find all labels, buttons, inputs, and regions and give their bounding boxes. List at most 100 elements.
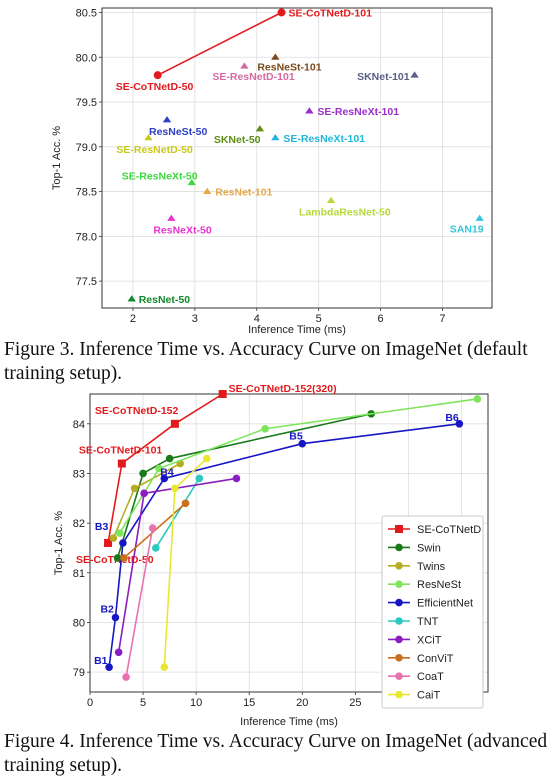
series-point: [119, 539, 127, 547]
point-label: B2: [100, 604, 114, 616]
series-line: [119, 398, 478, 534]
series-point: [155, 464, 163, 473]
series-point: [104, 539, 113, 547]
y-tick-label: 78.0: [76, 231, 97, 243]
series-point: [160, 474, 169, 483]
series-point: [232, 474, 241, 483]
model-point: [475, 214, 484, 221]
legend-label: SE-CoTNetD: [417, 524, 481, 536]
series-point: [113, 554, 122, 562]
series-point: [120, 554, 128, 562]
y-tick-label: 80.0: [76, 52, 97, 64]
point-label: SE-ResNetD-101: [212, 71, 294, 83]
model-point: [240, 62, 249, 69]
model-point: [144, 134, 153, 141]
model-point: [187, 178, 196, 186]
series-point: [140, 489, 148, 498]
series-point: [170, 419, 179, 428]
point-label: SKNet-101: [357, 71, 410, 83]
x-tick-label: 20: [296, 697, 308, 709]
legend-marker: [395, 635, 403, 644]
series-point: [115, 529, 124, 537]
model-point: [255, 125, 265, 132]
figure-3-caption: Figure 3. Inference Time vs. Accuracy Cu…: [4, 339, 528, 384]
series-point: [195, 474, 204, 483]
series-point: [111, 613, 120, 622]
model-point: [162, 116, 172, 123]
series-line: [108, 423, 460, 668]
model-point: [271, 134, 280, 141]
series-point: [148, 524, 157, 532]
legend-label: Swin: [417, 542, 441, 554]
y-tick-label: 79.0: [76, 142, 97, 154]
point-label: ResNet-50: [139, 294, 191, 306]
x-axis-label: Inference Time (ms): [248, 324, 346, 336]
point-label: B6: [445, 412, 459, 424]
point-label: SE-ResNeXt-101: [283, 133, 365, 145]
x-tick-label: 15: [243, 697, 255, 709]
series-point: [109, 534, 118, 542]
legend-marker: [395, 654, 403, 662]
legend-marker: [395, 617, 403, 625]
legend-marker: [395, 598, 403, 607]
point-label: B4: [160, 466, 174, 478]
figure-4-caption: Figure 4. Inference Time vs. Accuracy Cu…: [4, 731, 548, 776]
series-point: [130, 484, 139, 493]
y-tick-label: 81: [73, 568, 85, 580]
series-point: [298, 439, 307, 448]
model-point: [410, 71, 419, 78]
y-tick-label: 79.5: [76, 97, 97, 109]
series-point: [218, 390, 227, 398]
y-tick-label: 79: [73, 667, 85, 679]
series-line: [125, 527, 154, 678]
model-point: [203, 187, 212, 195]
y-tick-label: 84: [73, 419, 85, 431]
se-cotnetd-point: [153, 71, 162, 80]
legend-label: CoaT: [417, 671, 444, 683]
legend-label: Twins: [417, 561, 446, 573]
legend-box: [381, 515, 484, 709]
x-tick-label: 25: [349, 697, 361, 709]
point-label: ResNeSt-50: [149, 126, 208, 138]
y-tick-label: 82: [73, 518, 85, 530]
series-point: [181, 499, 190, 508]
se-cotnetd-point: [277, 8, 286, 17]
series-line: [155, 478, 200, 549]
model-point: [305, 107, 314, 114]
y-tick-label: 78.5: [76, 187, 97, 199]
point-label: SE-ResNeXt-50: [122, 171, 198, 183]
y-tick-label: 77.5: [76, 276, 97, 288]
point-label: SE-CoTNetD-101: [79, 445, 163, 457]
plot-area: [102, 8, 492, 308]
series-point: [122, 673, 130, 681]
model-point: [127, 295, 136, 302]
model-point: [167, 214, 176, 221]
point-label: SE-ResNetD-50: [116, 144, 193, 156]
legend-marker: [395, 543, 403, 552]
point-label: B5: [289, 431, 303, 443]
legend-label: EfficientNet: [417, 598, 473, 610]
x-tick-label: 6: [378, 313, 384, 325]
x-tick-label: 5: [140, 697, 146, 709]
x-tick-label: 2: [130, 313, 136, 325]
legend-label: TNT: [417, 616, 439, 628]
point-label: ResNeXt-50: [153, 224, 212, 236]
point-label: B1: [94, 655, 108, 667]
y-tick-label: 83: [73, 468, 85, 480]
legend-label: CaiT: [417, 690, 441, 702]
point-label: LambdaResNet-50: [299, 207, 391, 219]
x-tick-label: 5: [316, 313, 322, 325]
legend-marker: [395, 690, 403, 699]
series-line: [107, 393, 224, 544]
figure-4-chart: 05101520253035798081828384Inference Time…: [53, 385, 489, 728]
series-point: [261, 424, 269, 433]
series-point: [171, 484, 179, 493]
figure-3-chart: 2 3 4 5 6 7 77.5 78.0 78.5 79.0 79.5 80.0 80.5 Infere…: [51, 7, 493, 336]
legend-marker: [395, 562, 403, 570]
se-cotnetd-line: [157, 11, 282, 76]
x-tick-label: 7: [439, 313, 445, 325]
series-point: [473, 395, 482, 403]
x-tick-label: 10: [190, 697, 202, 709]
point-label: B3: [95, 521, 109, 533]
plot-frame: [89, 393, 489, 693]
